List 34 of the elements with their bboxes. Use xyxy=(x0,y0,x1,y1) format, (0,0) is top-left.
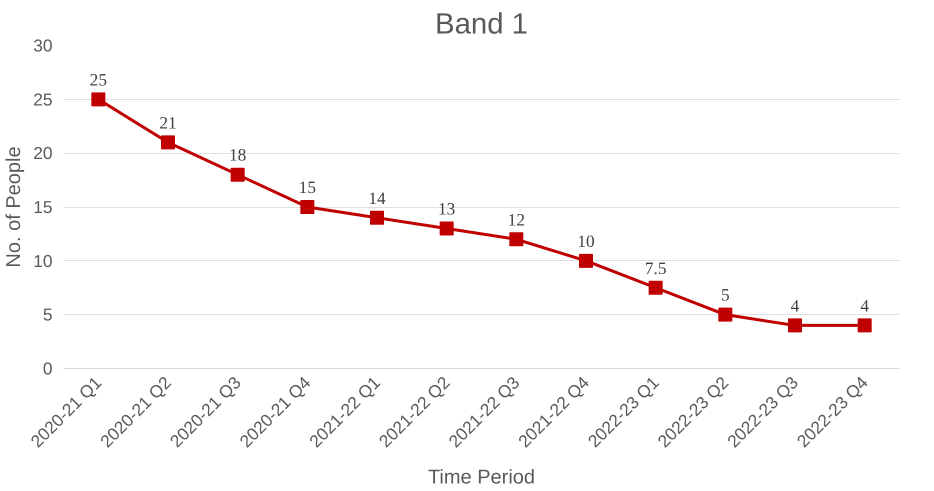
point xyxy=(161,135,175,150)
point xyxy=(440,222,454,236)
point xyxy=(300,200,314,214)
point xyxy=(788,318,802,332)
point xyxy=(230,168,245,182)
point xyxy=(91,92,106,106)
data-label: 14 xyxy=(368,188,386,208)
data-label: 18 xyxy=(229,146,246,165)
y-tick-label: 5 xyxy=(42,304,53,325)
data-label: 5 xyxy=(721,286,730,305)
data-label: 4 xyxy=(860,296,870,316)
data-label: 12 xyxy=(508,210,525,230)
point xyxy=(579,254,593,268)
y-tick-label: 25 xyxy=(33,89,53,110)
data-label: 21 xyxy=(159,113,177,132)
point xyxy=(718,308,732,322)
chart-title: Band 1 xyxy=(435,8,528,40)
y-axis-title: No. of People xyxy=(3,146,26,268)
point xyxy=(858,318,872,332)
data-label: 4 xyxy=(790,296,800,316)
data-label: 15 xyxy=(298,178,316,197)
x-axis-title: Time Period xyxy=(428,466,536,488)
data-label: 13 xyxy=(438,200,456,219)
data-label: 25 xyxy=(90,70,107,90)
point xyxy=(648,280,663,295)
y-tick-label: 10 xyxy=(33,250,53,271)
data-label: 10 xyxy=(577,232,595,251)
y-tick-label: 20 xyxy=(33,143,53,164)
data-label: 7.5 xyxy=(644,258,667,278)
point xyxy=(370,210,384,225)
y-tick-label: 15 xyxy=(33,197,53,217)
point xyxy=(509,232,524,246)
y-tick-label: 30 xyxy=(33,36,53,56)
y-tick-label: 0 xyxy=(42,358,53,378)
